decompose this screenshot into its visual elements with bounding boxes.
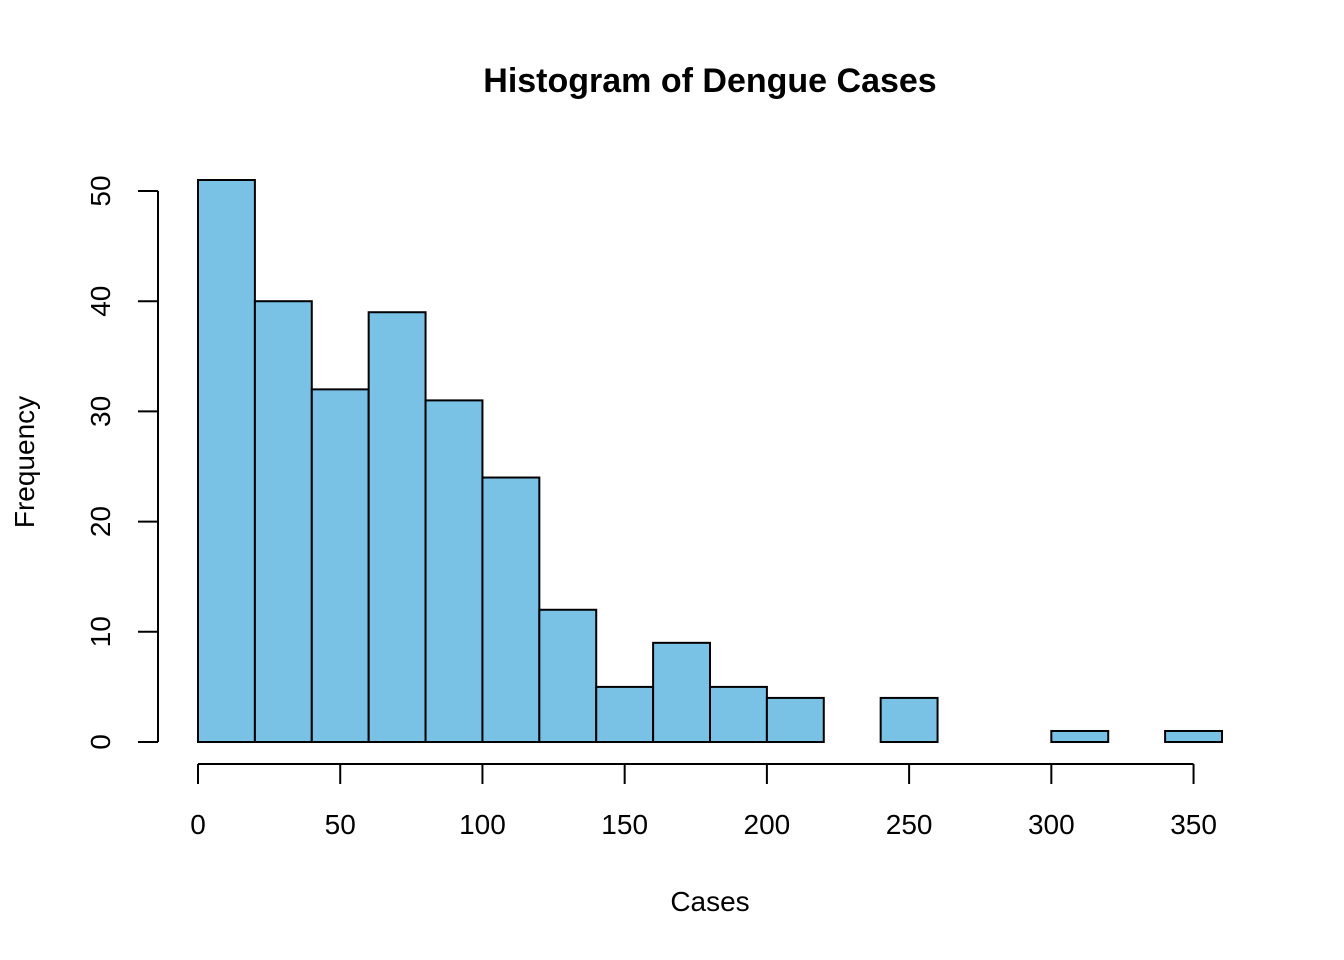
histogram-bar	[765, 696, 825, 743]
x-tick-label: 150	[601, 809, 648, 840]
y-tick-label: 50	[85, 175, 116, 206]
x-tick-label: 0	[190, 809, 206, 840]
histogram-bar	[1164, 729, 1223, 744]
x-tick-label: 250	[886, 809, 933, 840]
histogram-bar	[709, 685, 768, 744]
y-axis-label: Frequency	[9, 396, 40, 528]
y-tick-label: 0	[85, 734, 116, 750]
x-axis-label: Cases	[670, 886, 749, 917]
x-tick-label: 350	[1170, 809, 1217, 840]
histogram-bar	[652, 641, 711, 744]
x-tick-label: 300	[1028, 809, 1075, 840]
y-tick-label: 10	[85, 616, 116, 647]
histogram-bar	[424, 399, 484, 743]
x-axis: 0 50 100 150 200 250 300 350	[190, 763, 1217, 840]
x-tick-label: 100	[459, 809, 506, 840]
y-axis: 0 10 20 30 40 50	[85, 175, 159, 750]
histogram-bar	[310, 388, 370, 743]
x-tick-label: 50	[325, 809, 356, 840]
histogram-bar	[879, 696, 939, 743]
x-tick-label: 200	[744, 809, 791, 840]
bars-group	[197, 179, 1223, 744]
histogram-bar	[1050, 729, 1110, 744]
histogram-bar	[197, 179, 256, 743]
y-tick-label: 40	[85, 286, 116, 317]
histogram-bar	[538, 608, 598, 743]
y-tick-label: 20	[85, 506, 116, 537]
histogram-bar	[367, 311, 427, 743]
chart-title: Histogram of Dengue Cases	[483, 62, 936, 100]
y-tick-label: 30	[85, 396, 116, 427]
histogram-bar	[481, 476, 541, 743]
histogram-bar	[253, 300, 313, 743]
histogram-bar	[595, 685, 655, 744]
